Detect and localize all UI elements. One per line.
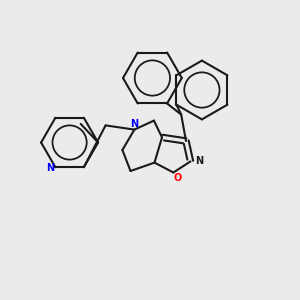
Text: O: O [173,173,182,183]
Text: N: N [195,156,203,166]
Text: N: N [130,119,138,129]
Text: N: N [46,164,54,173]
